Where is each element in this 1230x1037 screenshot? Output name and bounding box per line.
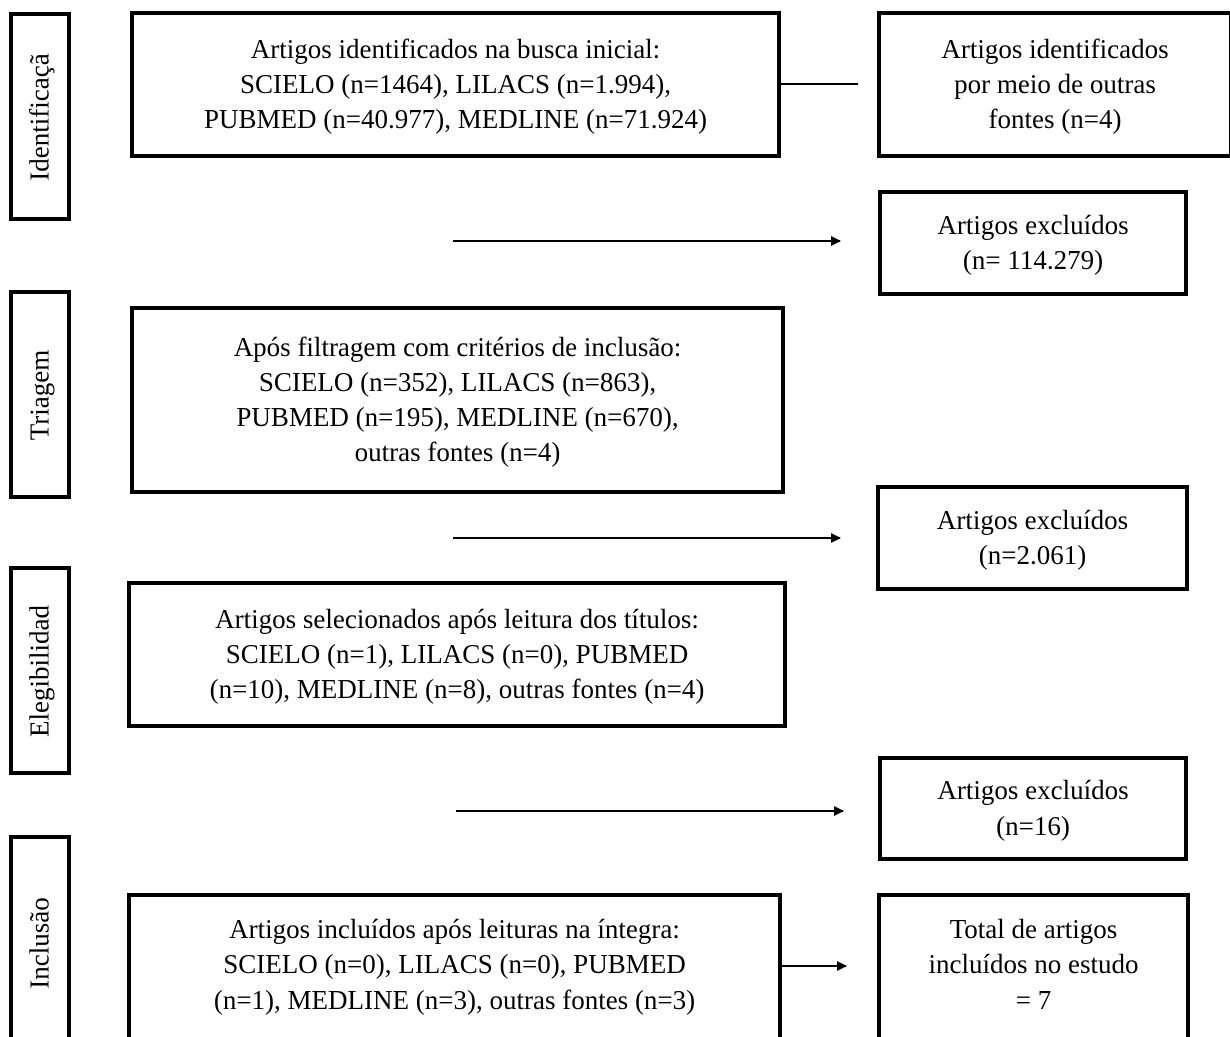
busca-inicial-line-2: SCIELO (n=1464), LILACS (n=1.994), <box>240 68 671 99</box>
box-outras-fontes: Artigos identificados por meio de outras… <box>877 11 1230 158</box>
stage-inclusao: Inclusão <box>9 835 71 1037</box>
filtragem-line-3: PUBMED (n=195), MEDLINE (n=670), <box>236 402 679 432</box>
box-total: Total de artigos incluídos no estudo = 7 <box>877 893 1190 1037</box>
filtragem-line-1: Após filtragem com critérios de inclusão… <box>233 331 682 362</box>
selecionados-line-3: (n=10), MEDLINE (n=8), outras fontes (n=… <box>209 674 705 705</box>
box-incluidos: Artigos incluídos após leituras na ínteg… <box>127 893 782 1037</box>
stage-identificacao: Identificaçã <box>9 12 71 221</box>
outras-fontes-line-2: por meio de outras <box>954 68 1156 99</box>
incluidos-line-3: (n=1), MEDLINE (n=3), outras fontes (n=3… <box>213 984 696 1015</box>
excluidos-1-line-2: (n= 114.279) <box>962 245 1104 275</box>
box-selecionados: Artigos selecionados após leitura dos tí… <box>127 581 787 728</box>
box-busca-inicial: Artigos identificados na busca inicial: … <box>130 11 781 158</box>
outras-fontes-line-3: fontes (n=4) <box>988 104 1122 135</box>
total-line-2: incluídos no estudo <box>928 949 1139 980</box>
total-line-3: = 7 <box>1015 984 1052 1015</box>
incluidos-line-2: SCIELO (n=0), LILACS (n=0), PUBMED <box>223 949 686 980</box>
filtragem-line-4: outras fontes (n=4) <box>354 437 561 468</box>
stage-elegibilidade: Elegibilidad <box>9 566 71 775</box>
excluidos-1-line-1: Artigos excluídos <box>937 209 1129 240</box>
box-excluidos-3: Artigos excluídos (n=16) <box>878 756 1188 861</box>
incluidos-line-1: Artigos incluídos após leituras na ínteg… <box>229 914 680 945</box>
box-filtragem: Após filtragem com critérios de inclusão… <box>130 306 785 494</box>
outras-fontes-line-1: Artigos identificados <box>941 33 1169 64</box>
excluidos-3-line-2: (n=16) <box>996 810 1070 841</box>
selecionados-line-1: Artigos selecionados após leitura dos tí… <box>215 603 699 634</box>
excluidos-2-line-2: (n=2.061) <box>978 540 1087 570</box>
excluidos-3-line-1: Artigos excluídos <box>937 775 1129 806</box>
selecionados-line-2: SCIELO (n=1), LILACS (n=0), PUBMED <box>225 638 689 669</box>
excluidos-2-line-1: Artigos excluídos <box>936 504 1129 535</box>
stage-triagem: Triagem <box>9 290 71 499</box>
box-excluidos-1: Artigos excluídos (n= 114.279) <box>878 190 1188 296</box>
busca-inicial-line-3: PUBMED (n=40.977), MEDLINE (n=71.924) <box>204 104 707 135</box>
box-excluidos-2: Artigos excluídos (n=2.061) <box>876 485 1189 591</box>
busca-inicial-line-1: Artigos identificados na busca inicial: <box>250 33 661 64</box>
total-line-1: Total de artigos <box>949 914 1118 945</box>
filtragem-line-2: SCIELO (n=352), LILACS (n=863), <box>258 366 657 397</box>
